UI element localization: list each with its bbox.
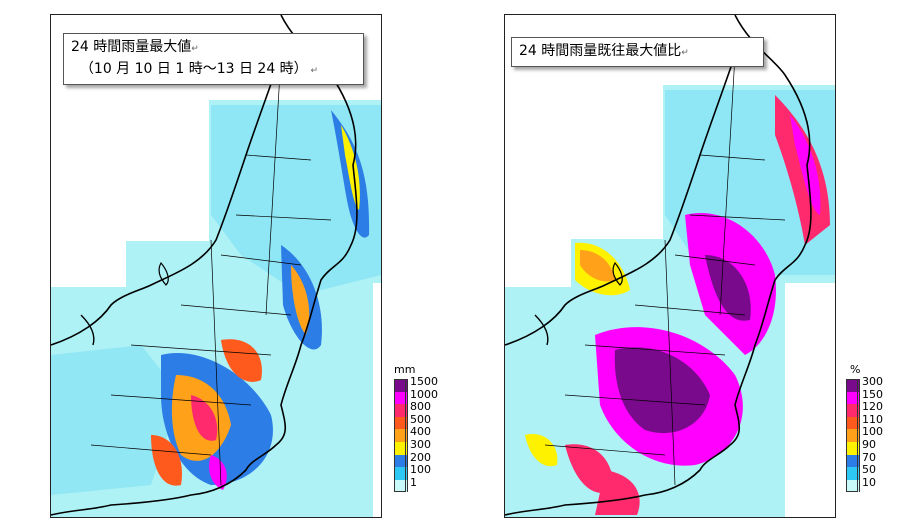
right-map-legend: % 300 150 120 110 100 90 70 50 10 <box>846 363 906 513</box>
left-legend-label: 1 <box>410 475 417 489</box>
left-rainfall-map <box>51 15 381 517</box>
left-map-panel: 24 時間雨量最大値↵ （10 月 10 日 1 時～13 日 24 時） ↵ <box>50 14 382 518</box>
left-map-title: 24 時間雨量最大値↵ （10 月 10 日 1 時～13 日 24 時） ↵ <box>63 33 364 85</box>
left-legend-label: 800 <box>410 400 431 414</box>
right-legend-unit: % <box>850 363 861 376</box>
right-legend-label: 70 <box>862 450 876 464</box>
left-title-line1: 24 時間雨量最大値 <box>71 39 192 55</box>
left-title-line2: （10 月 10 日 1 時～13 日 24 時） <box>79 61 308 77</box>
right-legend-label: 100 <box>862 425 883 439</box>
right-legend-label: 120 <box>862 400 883 414</box>
right-legend-label: 110 <box>862 412 883 426</box>
left-legend-label: 100 <box>410 463 431 477</box>
left-map-legend: mm 1500 1000 800 500 400 300 200 100 1 <box>394 363 454 513</box>
left-legend-label: 300 <box>410 438 431 451</box>
right-title-line1: 24 時間雨量既往最大値比 <box>519 43 682 59</box>
right-legend-label: 300 <box>862 375 883 388</box>
left-legend-label: 500 <box>410 412 431 426</box>
left-legend-label: 200 <box>410 450 431 464</box>
left-legend-label: 400 <box>410 425 431 439</box>
right-ratio-map <box>505 15 835 517</box>
right-legend-label: 150 <box>862 387 883 401</box>
right-map-panel: 24 時間雨量既往最大値比↵ <box>504 14 836 518</box>
left-legend-unit: mm <box>394 363 416 376</box>
right-legend-label: 90 <box>862 438 876 451</box>
left-legend-label: 1000 <box>410 387 438 401</box>
right-legend-label: 10 <box>862 475 876 489</box>
right-map-title: 24 時間雨量既往最大値比↵ <box>511 37 764 67</box>
left-legend-label: 1500 <box>410 375 438 388</box>
right-legend-label: 50 <box>862 463 876 477</box>
